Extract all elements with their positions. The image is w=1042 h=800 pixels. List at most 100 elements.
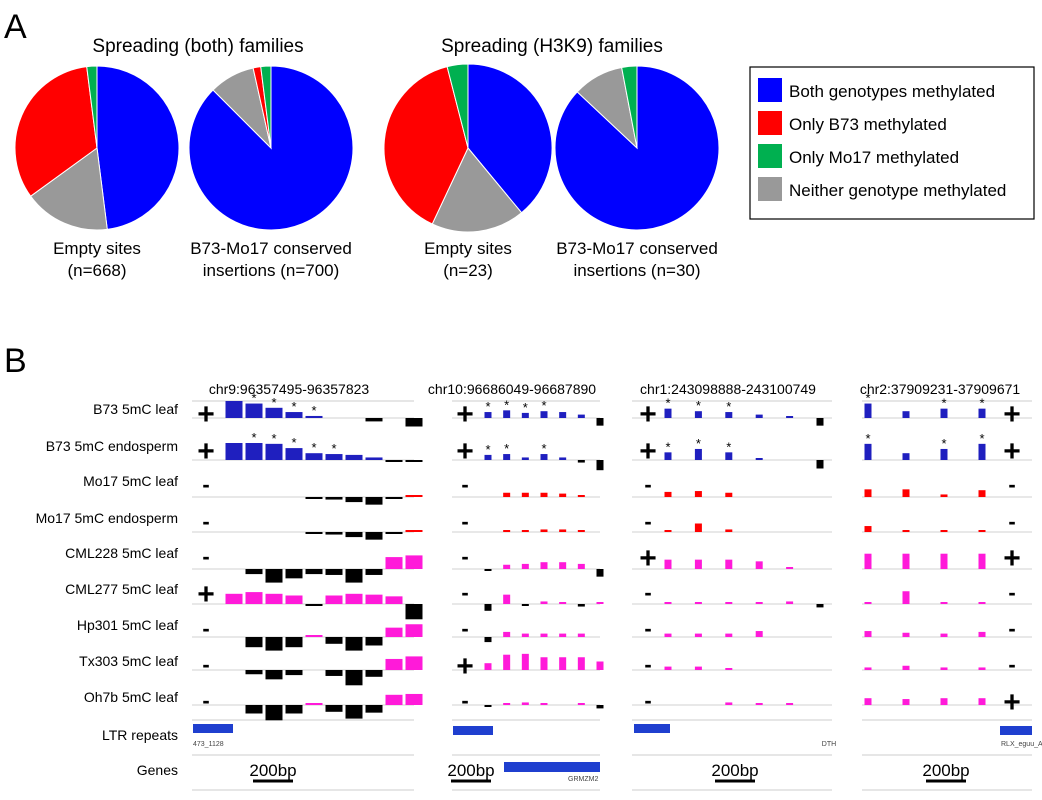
significance-star: * [504, 397, 509, 412]
track-bar [285, 448, 303, 460]
track-bar [365, 497, 383, 505]
track-bar [577, 703, 585, 705]
track-bar [405, 495, 423, 497]
track-bar [940, 698, 948, 705]
track-bar [664, 559, 672, 569]
minus-sign: - [1008, 616, 1015, 641]
track-bar [245, 705, 263, 714]
scale-bar-label: 200bp [447, 761, 494, 780]
minus-sign: - [461, 688, 468, 713]
track-bar [285, 670, 303, 676]
track-bar [503, 594, 511, 604]
track-bar [305, 569, 323, 575]
track-bar [245, 569, 263, 575]
region-title: chr1:243098888-243100749 [640, 381, 816, 397]
significance-star: * [271, 395, 276, 410]
track-bar [940, 530, 948, 532]
track-bar [521, 492, 529, 497]
significance-star: * [251, 391, 256, 406]
track-bar [405, 693, 423, 705]
significance-star: * [291, 399, 296, 414]
track-bar [577, 633, 585, 637]
track-bar [285, 412, 303, 418]
track-bar [978, 602, 986, 604]
pie-label: Empty sites [53, 239, 141, 258]
minus-sign: - [644, 616, 651, 641]
significance-star: * [941, 436, 946, 451]
track-bar [305, 532, 323, 534]
legend-label-neither: Neither genotype methylated [789, 181, 1006, 200]
track-bar [484, 412, 492, 418]
minus-sign: - [1008, 580, 1015, 605]
minus-sign: - [461, 544, 468, 569]
track-bar [577, 604, 585, 607]
track-bar [596, 569, 604, 577]
pie-slice-b73 [14, 66, 98, 197]
track-bar [365, 569, 383, 575]
track-bar [285, 637, 303, 648]
track-bar [940, 408, 948, 418]
track-bar [385, 460, 403, 462]
significance-star: * [696, 436, 701, 451]
plus-sign: + [197, 435, 215, 468]
significance-star: * [941, 396, 946, 411]
significance-star: * [485, 399, 490, 414]
track-bar [245, 443, 263, 460]
track-bar [305, 635, 323, 637]
track-bar [559, 657, 567, 670]
significance-star: * [726, 439, 731, 454]
significance-star: * [311, 440, 316, 455]
track-bar [521, 633, 529, 637]
row-label: CML277 5mC leaf [65, 581, 178, 597]
track-bar [540, 601, 548, 604]
track-bar [864, 667, 872, 670]
pie-slice-both [96, 65, 180, 230]
plus-sign: + [456, 398, 474, 431]
track-bar [285, 569, 303, 579]
track-bar [940, 494, 948, 497]
minus-sign: - [1008, 652, 1015, 677]
row-label: Genes [137, 762, 178, 778]
track-bar [725, 668, 733, 670]
legend-swatch-both [758, 78, 782, 102]
track-bar [540, 529, 548, 532]
minus-sign: - [644, 652, 651, 677]
track-bar [305, 415, 323, 418]
panel-letter-b: B [4, 342, 27, 380]
significance-star: * [979, 431, 984, 446]
track-bar [305, 604, 323, 606]
track-bar [902, 553, 910, 569]
track-bar [345, 497, 363, 503]
track-bar [902, 665, 910, 670]
row-label: B73 5mC endosperm [46, 438, 178, 454]
track-bar [385, 532, 403, 534]
track-bar [345, 454, 363, 460]
track-bar [755, 703, 763, 705]
significance-star: * [541, 441, 546, 456]
track-bar [694, 666, 702, 670]
plus-sign: + [1003, 542, 1021, 575]
pie-slice-mo17 [260, 65, 272, 149]
track-bar [484, 454, 492, 460]
track-bar [540, 633, 548, 637]
row-label: Mo17 5mC endosperm [36, 510, 178, 526]
group-title: Spreading (H3K9) families [441, 36, 663, 57]
track-bar [940, 667, 948, 670]
track-bar [365, 594, 383, 604]
track-bar [596, 661, 604, 670]
pie-slice-both [467, 63, 553, 214]
track-bar [978, 530, 986, 532]
track-bar [864, 443, 872, 460]
track-bar [325, 569, 343, 575]
track-bar [978, 490, 986, 497]
track-bar [325, 670, 343, 676]
track-bar [503, 654, 511, 670]
track-bar [755, 458, 763, 460]
significance-star: * [331, 441, 336, 456]
track-bar [902, 632, 910, 637]
row-label: Hp301 5mC leaf [77, 617, 178, 633]
legend-swatch-neither [758, 177, 782, 201]
track-bar [725, 452, 733, 460]
track-bar [540, 492, 548, 497]
row-label: Tx303 5mC leaf [79, 653, 178, 669]
